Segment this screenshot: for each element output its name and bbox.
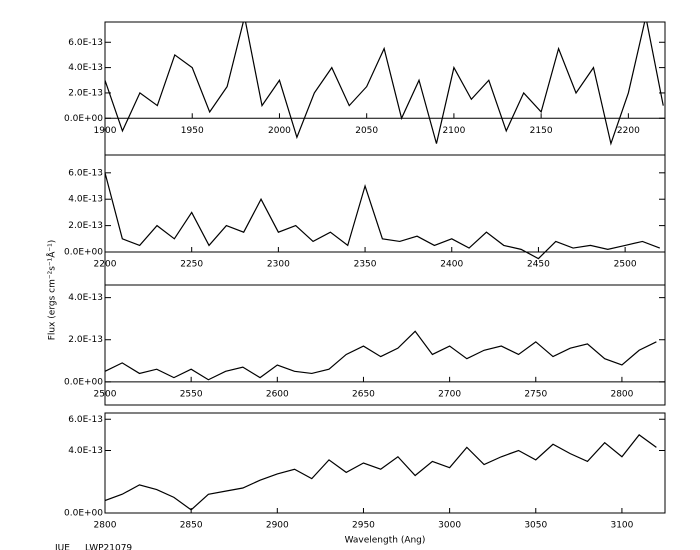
y-tick-label: 4.0E-13	[68, 293, 103, 303]
y-tick-label: 0.0E+00	[64, 509, 103, 519]
y-tick-label: 4.0E-13	[68, 63, 103, 73]
y-tick-label: 2.0E-13	[68, 221, 103, 231]
x-tick-label: 2250	[180, 260, 203, 270]
x-tick-label: 2100	[442, 126, 465, 136]
panel-frame	[104, 284, 666, 406]
x-axis-title: Wavelength (Ang)	[345, 536, 426, 546]
x-tick-label: 2350	[354, 260, 377, 270]
x-tick-label: 2750	[524, 389, 547, 399]
x-tick-label: 2400	[440, 260, 463, 270]
x-tick-label: 2650	[352, 389, 375, 399]
spectrum-line	[105, 172, 661, 260]
x-tick-label: 2850	[180, 521, 203, 531]
x-tick-label: 2450	[527, 260, 550, 270]
y-tick-label: 0.0E+00	[64, 114, 103, 124]
image-id-label: LWP21079	[85, 544, 132, 550]
panel-frame	[104, 412, 666, 514]
x-tick-label: 1900	[94, 126, 117, 136]
x-tick-label: 2800	[610, 389, 633, 399]
y-tick-label: 6.0E-13	[68, 415, 103, 425]
x-tick-label: 2900	[266, 521, 289, 531]
y-tick-label: 2.0E-13	[68, 88, 103, 98]
x-tick-label: 2800	[94, 521, 117, 531]
spectrum-line	[105, 22, 664, 146]
x-tick-label: 2200	[94, 260, 117, 270]
x-tick-label: 2150	[530, 126, 553, 136]
instrument-label: IUE	[55, 544, 70, 550]
y-tick-label: 0.0E+00	[64, 248, 103, 258]
y-tick-label: 4.0E-13	[68, 195, 103, 205]
y-tick-label: 6.0E-13	[68, 38, 103, 48]
spectrum-line	[105, 330, 657, 381]
x-tick-label: 2700	[438, 389, 461, 399]
y-axis-title: Flux (ergs cm⁻²s⁻¹Å⁻¹)	[46, 240, 58, 341]
x-tick-label: 2200	[617, 126, 640, 136]
x-tick-label: 2550	[180, 389, 203, 399]
x-tick-label: 1950	[181, 126, 204, 136]
spectrum-line	[105, 434, 657, 511]
x-tick-label: 2950	[352, 521, 375, 531]
x-tick-label: 2500	[94, 389, 117, 399]
y-tick-label: 2.0E-13	[68, 335, 103, 345]
x-tick-label: 2600	[266, 389, 289, 399]
y-tick-label: 6.0E-13	[68, 168, 103, 178]
x-tick-label: 3100	[610, 521, 633, 531]
x-tick-label: 3050	[524, 521, 547, 531]
x-tick-label: 3000	[438, 521, 461, 531]
y-tick-label: 0.0E+00	[64, 377, 103, 387]
y-tick-label: 4.0E-13	[68, 446, 103, 456]
x-tick-label: 2300	[267, 260, 290, 270]
x-tick-label: 2000	[268, 126, 291, 136]
x-tick-label: 2500	[614, 260, 637, 270]
x-tick-label: 2050	[355, 126, 378, 136]
